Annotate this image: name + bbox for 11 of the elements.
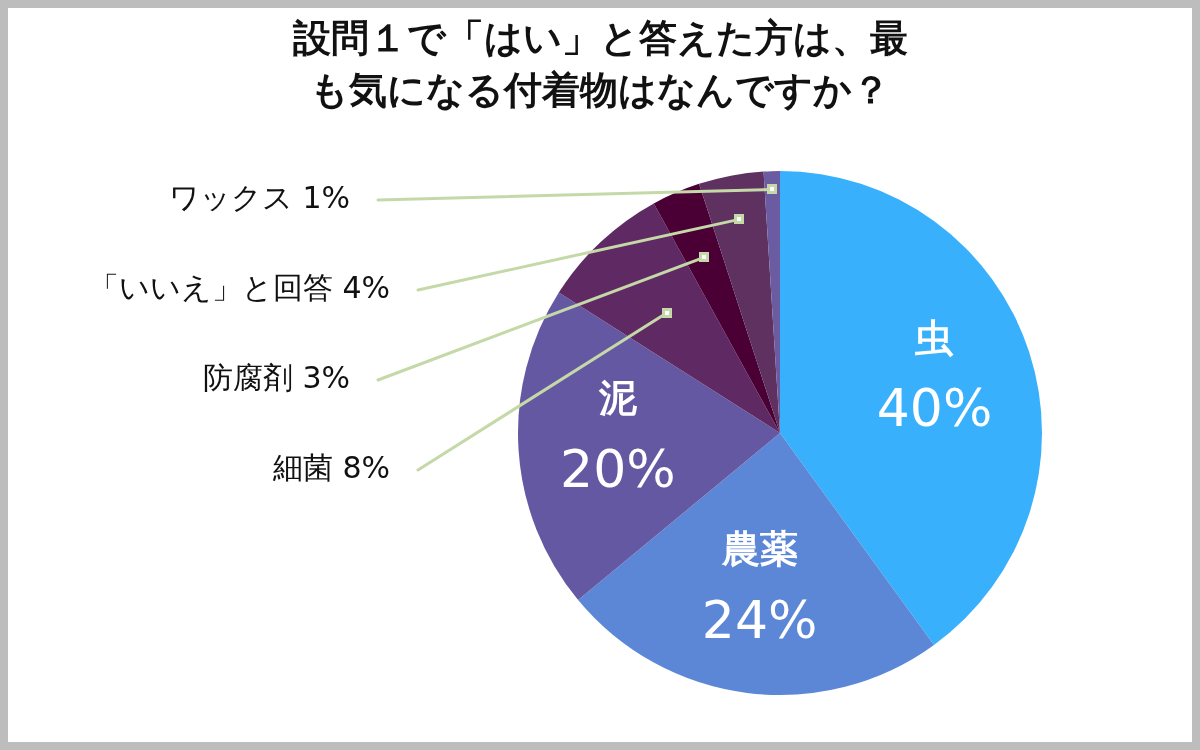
- slice-label: ワックス 1%: [168, 179, 350, 215]
- slice-label: 虫: [914, 315, 955, 360]
- slice-label: 細菌 8%: [271, 449, 390, 485]
- chart-title: 設問１で「はい」と答えた方は、最も気になる付着物はなんですか？: [291, 15, 909, 114]
- data-label: 40%: [876, 378, 993, 439]
- data-label: 24%: [701, 589, 818, 650]
- slice-label: 泥: [597, 376, 638, 421]
- slice-label: 防腐剤 3%: [202, 359, 350, 395]
- data-label: 20%: [560, 438, 676, 499]
- slice-label: 「いいえ」と回答 4%: [88, 269, 390, 305]
- slice-label: 農薬: [720, 527, 798, 572]
